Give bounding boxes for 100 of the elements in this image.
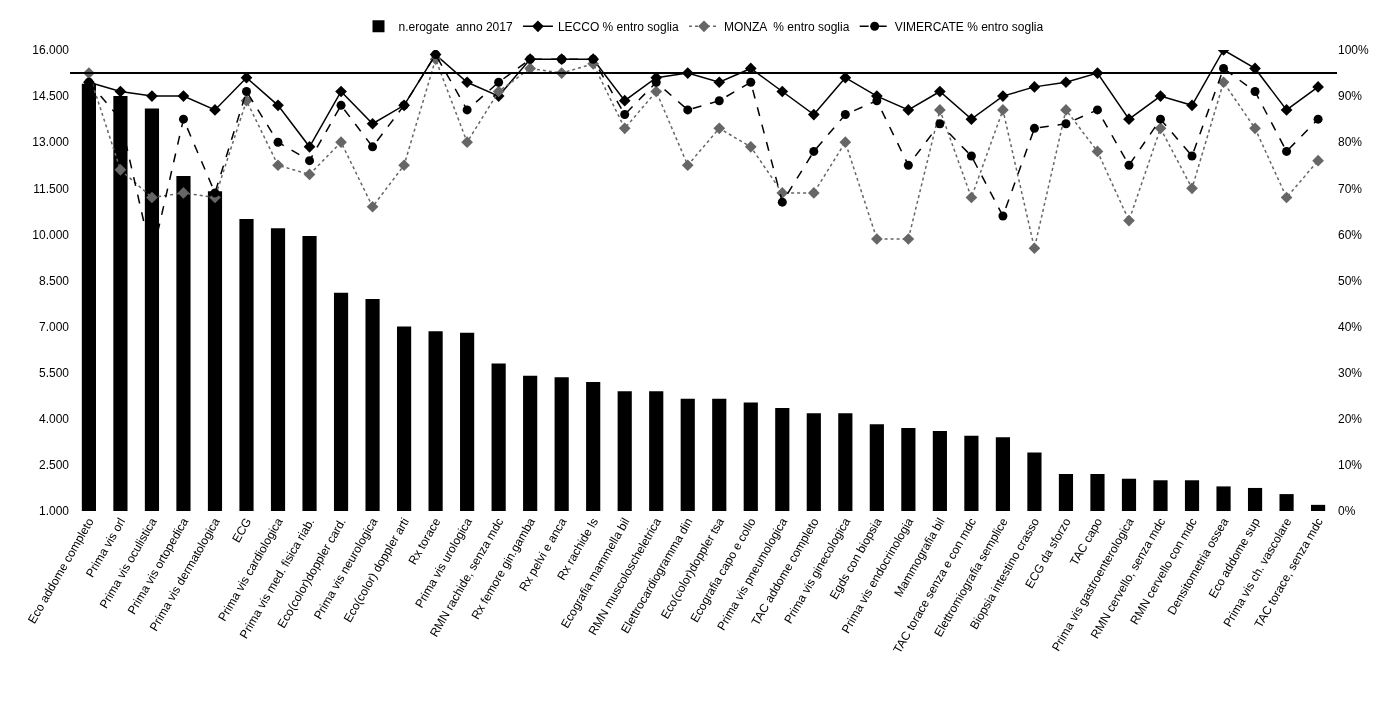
- point: [997, 90, 1009, 102]
- point: [242, 86, 251, 96]
- point: [1124, 160, 1134, 170]
- point: [1154, 122, 1167, 135]
- point: [618, 122, 631, 135]
- point: [494, 77, 504, 87]
- point: [305, 156, 315, 166]
- point: [272, 99, 284, 112]
- point: [210, 188, 220, 198]
- point: [965, 113, 978, 125]
- point: [777, 197, 787, 207]
- y-tick-label: 16.000: [32, 43, 70, 58]
- point: [1028, 242, 1041, 255]
- point: [1061, 119, 1071, 129]
- y2-tick-label: 60%: [1338, 227, 1363, 242]
- point: [998, 211, 1008, 221]
- point: [1312, 154, 1324, 167]
- point: [807, 187, 820, 199]
- point: [1313, 114, 1323, 124]
- y2-tick-label: 0%: [1338, 504, 1356, 519]
- point: [683, 105, 693, 115]
- point: [431, 50, 441, 60]
- y2-tick-label: 100%: [1338, 43, 1370, 58]
- point: [997, 104, 1009, 116]
- point: [618, 94, 631, 107]
- point: [681, 159, 694, 172]
- point: [273, 137, 283, 147]
- point: [1249, 62, 1261, 75]
- point: [1156, 114, 1165, 124]
- point: [840, 110, 850, 120]
- point: [335, 136, 347, 149]
- point: [366, 200, 379, 213]
- point: [366, 117, 379, 130]
- y-tick-label: 4.000: [38, 412, 70, 426]
- point: [178, 114, 188, 124]
- y-tick-label: 8.500: [38, 273, 70, 288]
- y-tick-label: 10.000: [32, 227, 70, 242]
- point: [114, 164, 127, 176]
- point: [650, 85, 663, 98]
- point: [713, 122, 726, 135]
- y-tick-label: 14.500: [32, 89, 70, 104]
- legend-label: MONZA % entro soglia: [723, 19, 850, 34]
- point: [492, 85, 505, 98]
- point: [1280, 104, 1293, 116]
- point: [744, 62, 757, 75]
- point: [839, 136, 852, 149]
- point: [1028, 81, 1041, 93]
- point: [461, 76, 473, 89]
- point: [871, 233, 883, 245]
- y-tick-label: 13.000: [32, 135, 70, 150]
- point: [1219, 63, 1229, 73]
- legend-label: LECCO % entro soglia: [557, 19, 679, 34]
- point: [240, 71, 253, 84]
- y2-tick-label: 70%: [1338, 181, 1363, 196]
- point: [1282, 146, 1292, 156]
- y2-tick-label: 80%: [1338, 135, 1363, 150]
- point: [1029, 123, 1039, 133]
- point: [935, 119, 945, 129]
- point: [336, 100, 346, 110]
- point: [807, 108, 820, 121]
- point: [272, 159, 284, 172]
- point: [1217, 76, 1230, 89]
- point: [1280, 191, 1293, 204]
- point: [776, 187, 789, 199]
- point: [1091, 145, 1104, 158]
- point: [335, 85, 347, 98]
- y-tick-label: 11.500: [33, 181, 70, 196]
- point: [1154, 90, 1167, 102]
- point: [588, 54, 598, 64]
- point: [934, 104, 946, 116]
- point: [398, 159, 410, 172]
- point: [776, 85, 789, 98]
- point: [461, 136, 473, 149]
- point: [902, 233, 915, 245]
- point: [902, 104, 915, 116]
- point: [809, 146, 819, 156]
- legend-label: VIMERCATE % entro soglia: [894, 19, 1044, 34]
- point: [839, 71, 852, 84]
- point: [146, 191, 158, 204]
- point: [177, 90, 190, 102]
- point: [1123, 214, 1135, 227]
- point: [966, 151, 976, 161]
- point: [714, 96, 724, 106]
- y2-tick-label: 40%: [1338, 319, 1363, 334]
- point: [303, 140, 316, 153]
- point: [1312, 81, 1324, 93]
- point: [1187, 151, 1197, 161]
- point: [746, 77, 756, 87]
- point: [1186, 99, 1198, 112]
- y2-tick-label: 30%: [1338, 365, 1363, 380]
- point: [368, 142, 378, 152]
- point: [1060, 76, 1072, 89]
- y-tick-label: 5.500: [38, 365, 70, 380]
- point: [934, 85, 946, 98]
- y2-tick-label: 90%: [1338, 89, 1363, 104]
- point: [303, 168, 316, 181]
- y-tick-label: 2.500: [38, 458, 70, 473]
- point: [177, 187, 190, 199]
- y-tick-label: 1.000: [38, 504, 70, 519]
- point: [965, 191, 978, 204]
